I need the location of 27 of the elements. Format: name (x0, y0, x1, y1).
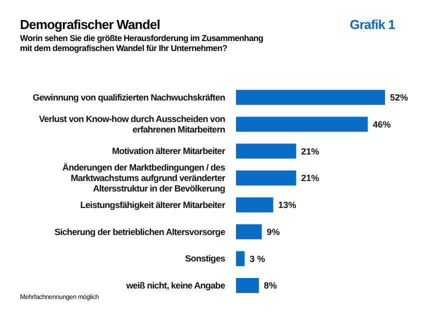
data-label: 9% (266, 226, 280, 237)
data-label: 52% (390, 92, 408, 103)
y-tick-label: Sonstiges (185, 254, 226, 264)
y-tick-label: Leistungsfähigkeit älterer Mitarbeiter (80, 200, 226, 210)
data-label: 21% (301, 173, 320, 184)
bar (236, 224, 262, 240)
data-label: 46% (372, 119, 391, 130)
data-label: 21% (301, 146, 320, 156)
bar (236, 197, 274, 212)
text: Demografischer Wandel (20, 17, 160, 32)
bar (236, 144, 296, 159)
bar (236, 278, 259, 294)
bar (236, 116, 368, 132)
y-tick-label: Verlust von Know-how durch Ausscheiden von erfahrenen Mitarbeitern (39, 114, 225, 135)
bar (236, 170, 296, 186)
data-label: 13% (278, 200, 296, 210)
y-tick-label: Gewinnung von qualifizierten Nachwuchskräften (32, 92, 225, 102)
bar (236, 251, 245, 266)
text: Worin sehen Sie die größte Herausforderung im Zusammenhang mit dem demografischen Wandel für Ihr Unternehmen? (20, 33, 264, 53)
y-tick-label: Motivation älterer Mitarbeiter (112, 146, 226, 156)
data-label: 8% (264, 280, 277, 291)
data-label: 3 % (250, 254, 266, 264)
text: Grafik 1 (350, 17, 395, 32)
y-tick-label: Sicherung der betrieblichen Altersvorsorge (54, 226, 226, 237)
y-tick-label: Änderungen der Marktbedingungen / des Marktwachstums aufgrund veränderter Altersstruktur in der Bevölkerung (62, 162, 226, 194)
y-tick-label: weiß nicht, keine Angabe (125, 280, 226, 291)
bar (236, 90, 385, 105)
